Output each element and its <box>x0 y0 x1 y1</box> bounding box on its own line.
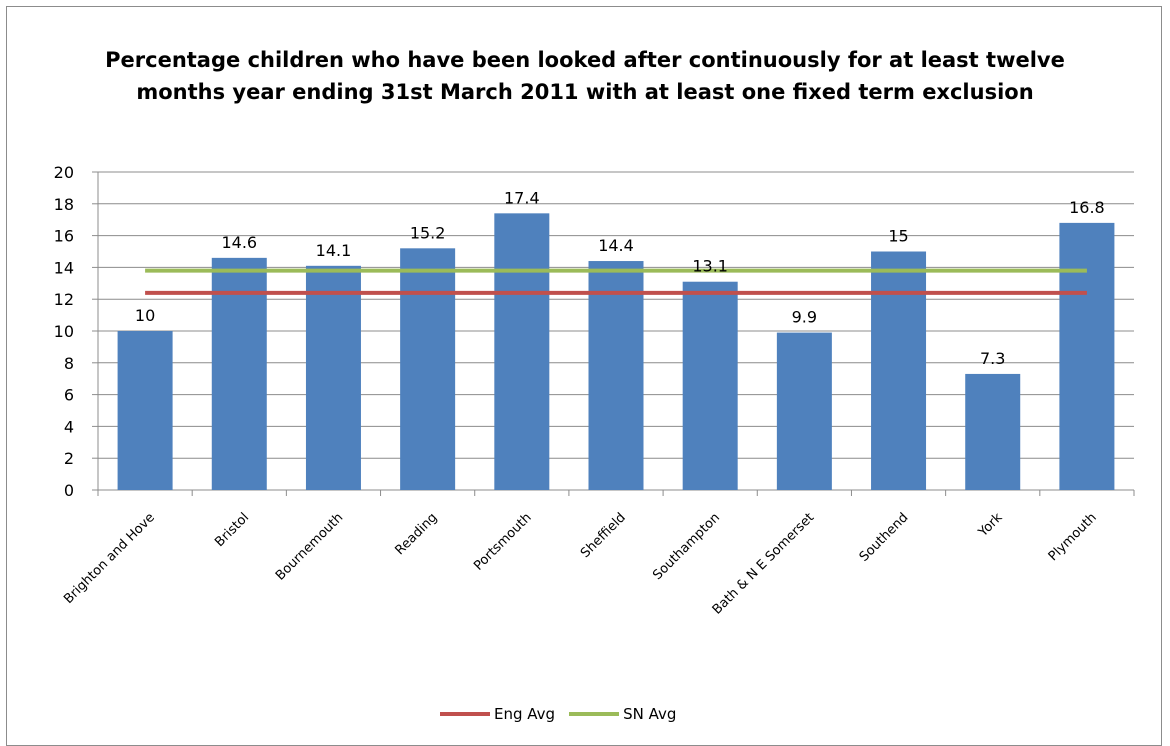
data-label: 13.1 <box>692 257 728 276</box>
data-label: 15.2 <box>410 223 446 242</box>
y-tick-label: 2 <box>64 449 74 468</box>
bar <box>1059 222 1115 490</box>
legend-label-eng-avg: Eng Avg <box>494 705 556 723</box>
y-tick-label: 8 <box>64 354 74 373</box>
x-tick-label: Southend <box>857 510 912 565</box>
x-tick-label: Bournemouth <box>273 510 346 583</box>
bar <box>776 332 832 490</box>
data-label: 16.8 <box>1069 198 1105 217</box>
bar <box>871 251 927 490</box>
y-tick-label: 4 <box>64 417 74 436</box>
x-tick-label: York <box>975 510 1006 541</box>
data-label: 7.3 <box>980 349 1005 368</box>
y-tick-label: 16 <box>54 227 74 246</box>
legend-item-sn-avg: SN Avg <box>569 705 676 723</box>
bar <box>588 261 644 490</box>
y-tick-label: 6 <box>64 386 74 405</box>
y-tick-label: 20 <box>54 163 74 182</box>
legend-item-eng-avg: Eng Avg <box>440 705 555 723</box>
data-label: 14.6 <box>221 233 257 252</box>
y-tick-label: 18 <box>54 195 74 214</box>
legend: Eng Avg SN Avg <box>440 702 676 726</box>
x-tick-label: Plymouth <box>1046 510 1100 564</box>
x-tick-label: Southampton <box>650 510 723 583</box>
y-tick-label: 12 <box>54 290 74 309</box>
y-tick-label: 14 <box>54 258 74 277</box>
bar <box>211 257 267 490</box>
data-label: 10 <box>135 306 155 325</box>
x-tick-label: Brighton and Hove <box>61 510 158 607</box>
x-tick-label: Reading <box>393 510 441 558</box>
data-label: 15 <box>888 227 908 246</box>
x-tick-label: Bath & N E Somerset <box>710 510 817 617</box>
data-label: 17.4 <box>504 188 540 207</box>
chart-title: Percentage children who have been looked… <box>105 48 1065 104</box>
legend-swatch-sn-avg <box>569 712 620 716</box>
bar <box>494 213 550 490</box>
bar <box>400 248 456 490</box>
bar <box>682 281 738 490</box>
bars <box>117 213 1115 490</box>
legend-swatch-eng-avg <box>440 712 490 716</box>
data-label: 14.4 <box>598 236 634 255</box>
bar <box>305 265 361 490</box>
y-tick-label: 10 <box>54 322 74 341</box>
x-tick-label: Portsmouth <box>471 510 534 573</box>
y-tick-label: 0 <box>64 481 74 500</box>
average-lines <box>145 268 1087 295</box>
legend-label-sn-avg: SN Avg <box>623 705 677 723</box>
bar <box>965 373 1021 490</box>
data-label: 9.9 <box>792 308 817 327</box>
bar <box>117 331 173 490</box>
x-tick-label: Sheffield <box>578 510 629 561</box>
data-label: 14.1 <box>316 241 352 260</box>
x-tick-label: Bristol <box>212 510 252 550</box>
data-labels: 10 14.6 14.1 15.2 17.4 14.4 13.1 9.9 15 7.3 16.8 <box>135 188 1105 368</box>
